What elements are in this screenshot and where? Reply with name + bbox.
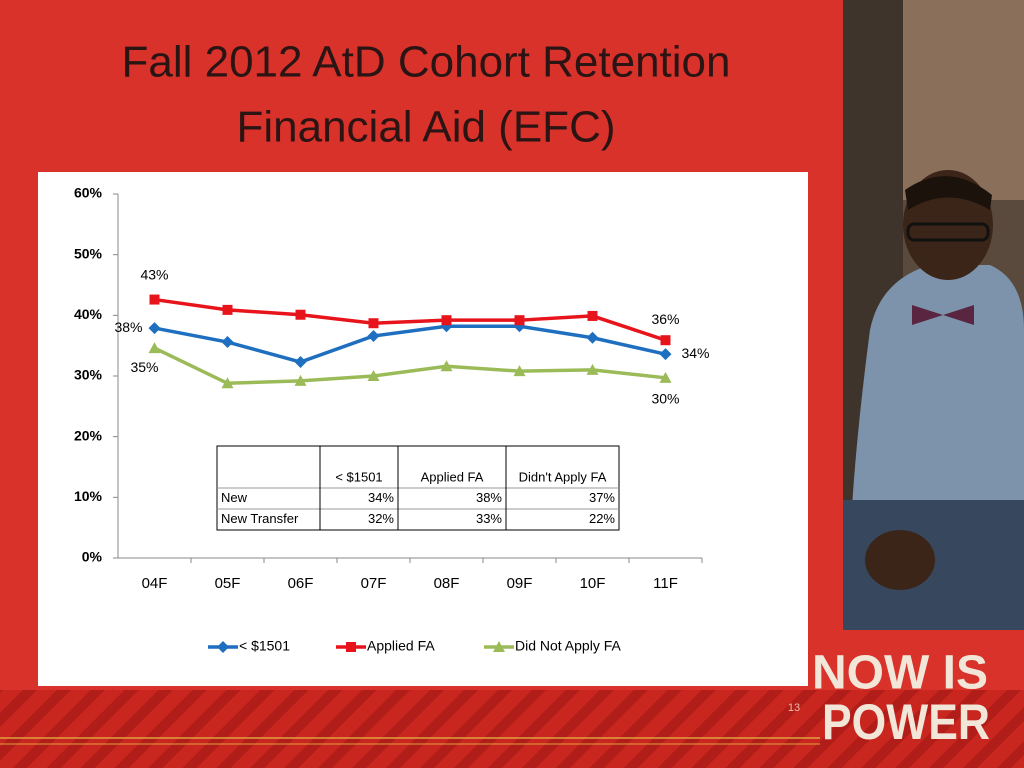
- x-tick-label: 07F: [361, 575, 387, 592]
- legend-marker: [493, 641, 505, 652]
- data-label: 35%: [130, 359, 158, 375]
- y-tick-label: 0%: [82, 549, 103, 565]
- title-line: Fall 2012 AtD Cohort Retention: [121, 38, 730, 87]
- x-tick-label: 05F: [215, 575, 241, 592]
- legend-label: < $1501: [239, 638, 290, 654]
- point-marker: [148, 322, 161, 335]
- point-marker: [221, 336, 234, 349]
- point-marker: [440, 360, 453, 372]
- point-marker: [586, 363, 599, 375]
- chart-area: [38, 172, 808, 686]
- table-cell: 37%: [589, 490, 615, 505]
- point-marker: [514, 315, 525, 326]
- table-row-label: New: [221, 490, 248, 505]
- legend-marker: [346, 642, 356, 652]
- legend-label: Applied FA: [367, 638, 435, 654]
- x-tick-label: 06F: [288, 575, 314, 592]
- table-cell: 22%: [589, 511, 615, 526]
- x-tick-label: 04F: [142, 575, 168, 592]
- point-marker: [222, 304, 233, 315]
- y-tick-label: 50%: [74, 245, 103, 261]
- legend-marker: [217, 641, 229, 653]
- y-tick-label: 40%: [74, 306, 103, 322]
- point-marker: [367, 370, 380, 381]
- data-label: 34%: [681, 345, 709, 361]
- point-marker: [294, 374, 307, 386]
- table-header: Didn't Apply FA: [519, 469, 607, 484]
- point-marker: [294, 356, 307, 369]
- data-label: 30%: [651, 391, 679, 407]
- y-tick-label: 30%: [74, 367, 103, 383]
- point-marker: [587, 310, 598, 321]
- logo-text: NOW IS: [812, 647, 988, 700]
- x-tick-label: 11F: [653, 575, 678, 592]
- x-tick-label: 09F: [507, 575, 533, 592]
- series-line: [153, 346, 666, 386]
- logo-text: POWER: [822, 694, 990, 750]
- photo: [843, 0, 1024, 630]
- x-tick-label: 08F: [434, 575, 460, 592]
- series-line: [154, 297, 667, 342]
- x-tick-label: 10F: [580, 575, 606, 592]
- data-label: 36%: [651, 311, 679, 327]
- table-cell: 34%: [368, 490, 394, 505]
- point-marker: [659, 348, 672, 361]
- point-marker: [221, 377, 234, 389]
- point-marker: [659, 371, 672, 383]
- y-tick-label: 10%: [74, 488, 103, 504]
- point-marker: [441, 315, 452, 326]
- table-header: Applied FA: [421, 469, 484, 484]
- point-marker: [295, 309, 306, 320]
- point-marker: [367, 329, 380, 342]
- data-label: 43%: [140, 266, 168, 282]
- legend-label: Did Not Apply FA: [515, 638, 621, 654]
- point-marker: [660, 335, 671, 346]
- data-label: 38%: [114, 319, 142, 335]
- table-cell: 33%: [476, 511, 502, 526]
- y-tick-label: 60%: [74, 185, 103, 201]
- y-tick-label: 20%: [74, 427, 103, 443]
- series-line: [154, 324, 666, 364]
- point-marker: [149, 294, 160, 305]
- point-marker: [586, 331, 599, 344]
- footer-stripes: [0, 690, 1024, 768]
- title-line: Financial Aid (EFC): [236, 103, 615, 152]
- point-marker: [148, 342, 161, 354]
- table-row-label: New Transfer: [221, 511, 299, 526]
- point-marker: [513, 365, 526, 377]
- table-header: < $1501: [335, 469, 382, 484]
- table-cell: 38%: [476, 490, 502, 505]
- page-number: 13: [788, 702, 800, 714]
- point-marker: [368, 318, 379, 329]
- table-cell: 32%: [368, 511, 394, 526]
